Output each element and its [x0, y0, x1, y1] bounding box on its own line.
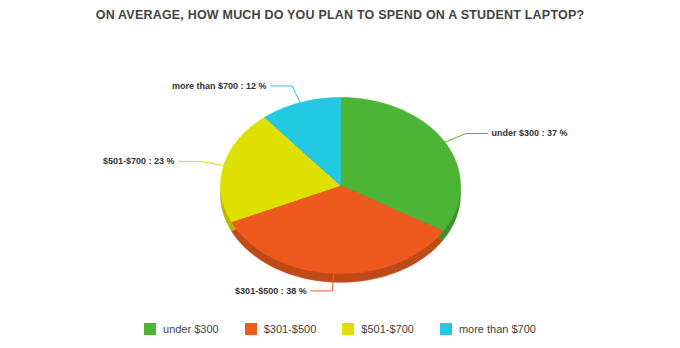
html-text:$301-$500: $301-$500: [263, 323, 317, 335]
svg-text:$501-$700 : 23 %: $501-$700 : 23 %: [103, 156, 175, 166]
html-text:$501-$700: $501-$700: [361, 323, 414, 335]
svg-text:$301-$500 : 38 %: $301-$500 : 38 %: [235, 286, 307, 296]
html-text:more than $700: more than $700: [458, 323, 536, 335]
svg-text:under $300 : 37 %: under $300 : 37 %: [492, 128, 568, 138]
html-text:under $300: under $300: [163, 323, 219, 335]
svg-text:more than $700 : 12 %: more than $700 : 12 %: [172, 81, 267, 91]
html-text:ON AVERAGE, HOW MUCH DO YOU PL: ON AVERAGE, HOW MUCH DO YOU PLAN TO SPEN…: [95, 8, 585, 22]
